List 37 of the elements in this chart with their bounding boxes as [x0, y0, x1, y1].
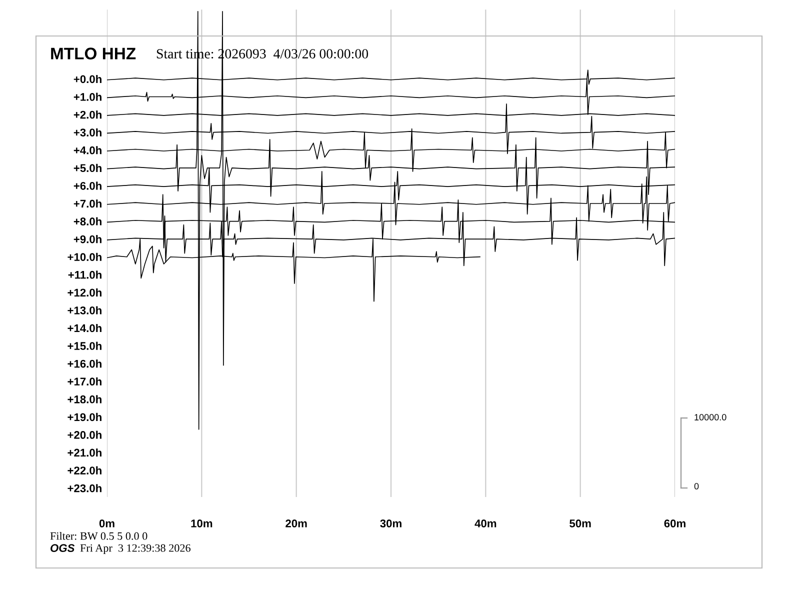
x-tick-label: 60m — [664, 520, 686, 528]
y-tick-label: +21.0h — [68, 448, 102, 457]
y-tick-label: +15.0h — [68, 342, 102, 350]
x-tick-label: 20m — [286, 520, 307, 528]
y-tick-label: +1.0h — [74, 92, 102, 101]
x-tick-label: 40m — [474, 520, 496, 528]
y-tick-label: +16.0h — [68, 360, 102, 368]
y-tick-label: +14.0h — [68, 324, 102, 332]
y-tick-label: +8.0h — [74, 217, 102, 226]
y-tick-label: +7.0h — [74, 199, 102, 208]
text: OGS — [50, 544, 75, 552]
y-tick-label: +18.0h — [68, 395, 102, 404]
y-tick-label: +2.0h — [74, 110, 102, 119]
text: 0 — [694, 483, 699, 490]
x-tick-label: 10m — [191, 520, 212, 528]
text: MTLO HHZ — [51, 48, 136, 60]
y-tick-label: +12.0h — [68, 288, 102, 297]
y-tick-label: +6.0h — [74, 182, 102, 190]
y-tick-label: +22.0h — [68, 466, 102, 474]
y-tick-label: +13.0h — [68, 306, 102, 314]
text: 10000.0 — [694, 414, 726, 420]
y-tick-label: +23.0h — [68, 484, 102, 492]
y-tick-label: +4.0h — [74, 146, 102, 154]
y-tick-label: +3.0h — [74, 128, 102, 136]
y-tick-label: +17.0h — [68, 377, 102, 386]
y-tick-label: +11.0h — [68, 270, 102, 279]
y-tick-label: +19.0h — [68, 412, 102, 422]
y-tick-label: +5.0h — [74, 164, 102, 172]
y-tick-label: +9.0h — [74, 235, 102, 244]
y-tick-label: +20.0h — [68, 430, 102, 439]
y-tick-label: +10.0h — [68, 252, 102, 261]
text: Filter: BW 0.5 5 0.0 0 — [50, 532, 148, 540]
y-tick-label: +0.0h — [74, 74, 102, 84]
x-tick-label: 50m — [570, 520, 591, 528]
x-tick-label: 30m — [380, 520, 402, 528]
text: Fri Apr 3 12:39:38 2026 — [80, 544, 190, 554]
x-tick-label: 0m — [99, 520, 114, 528]
